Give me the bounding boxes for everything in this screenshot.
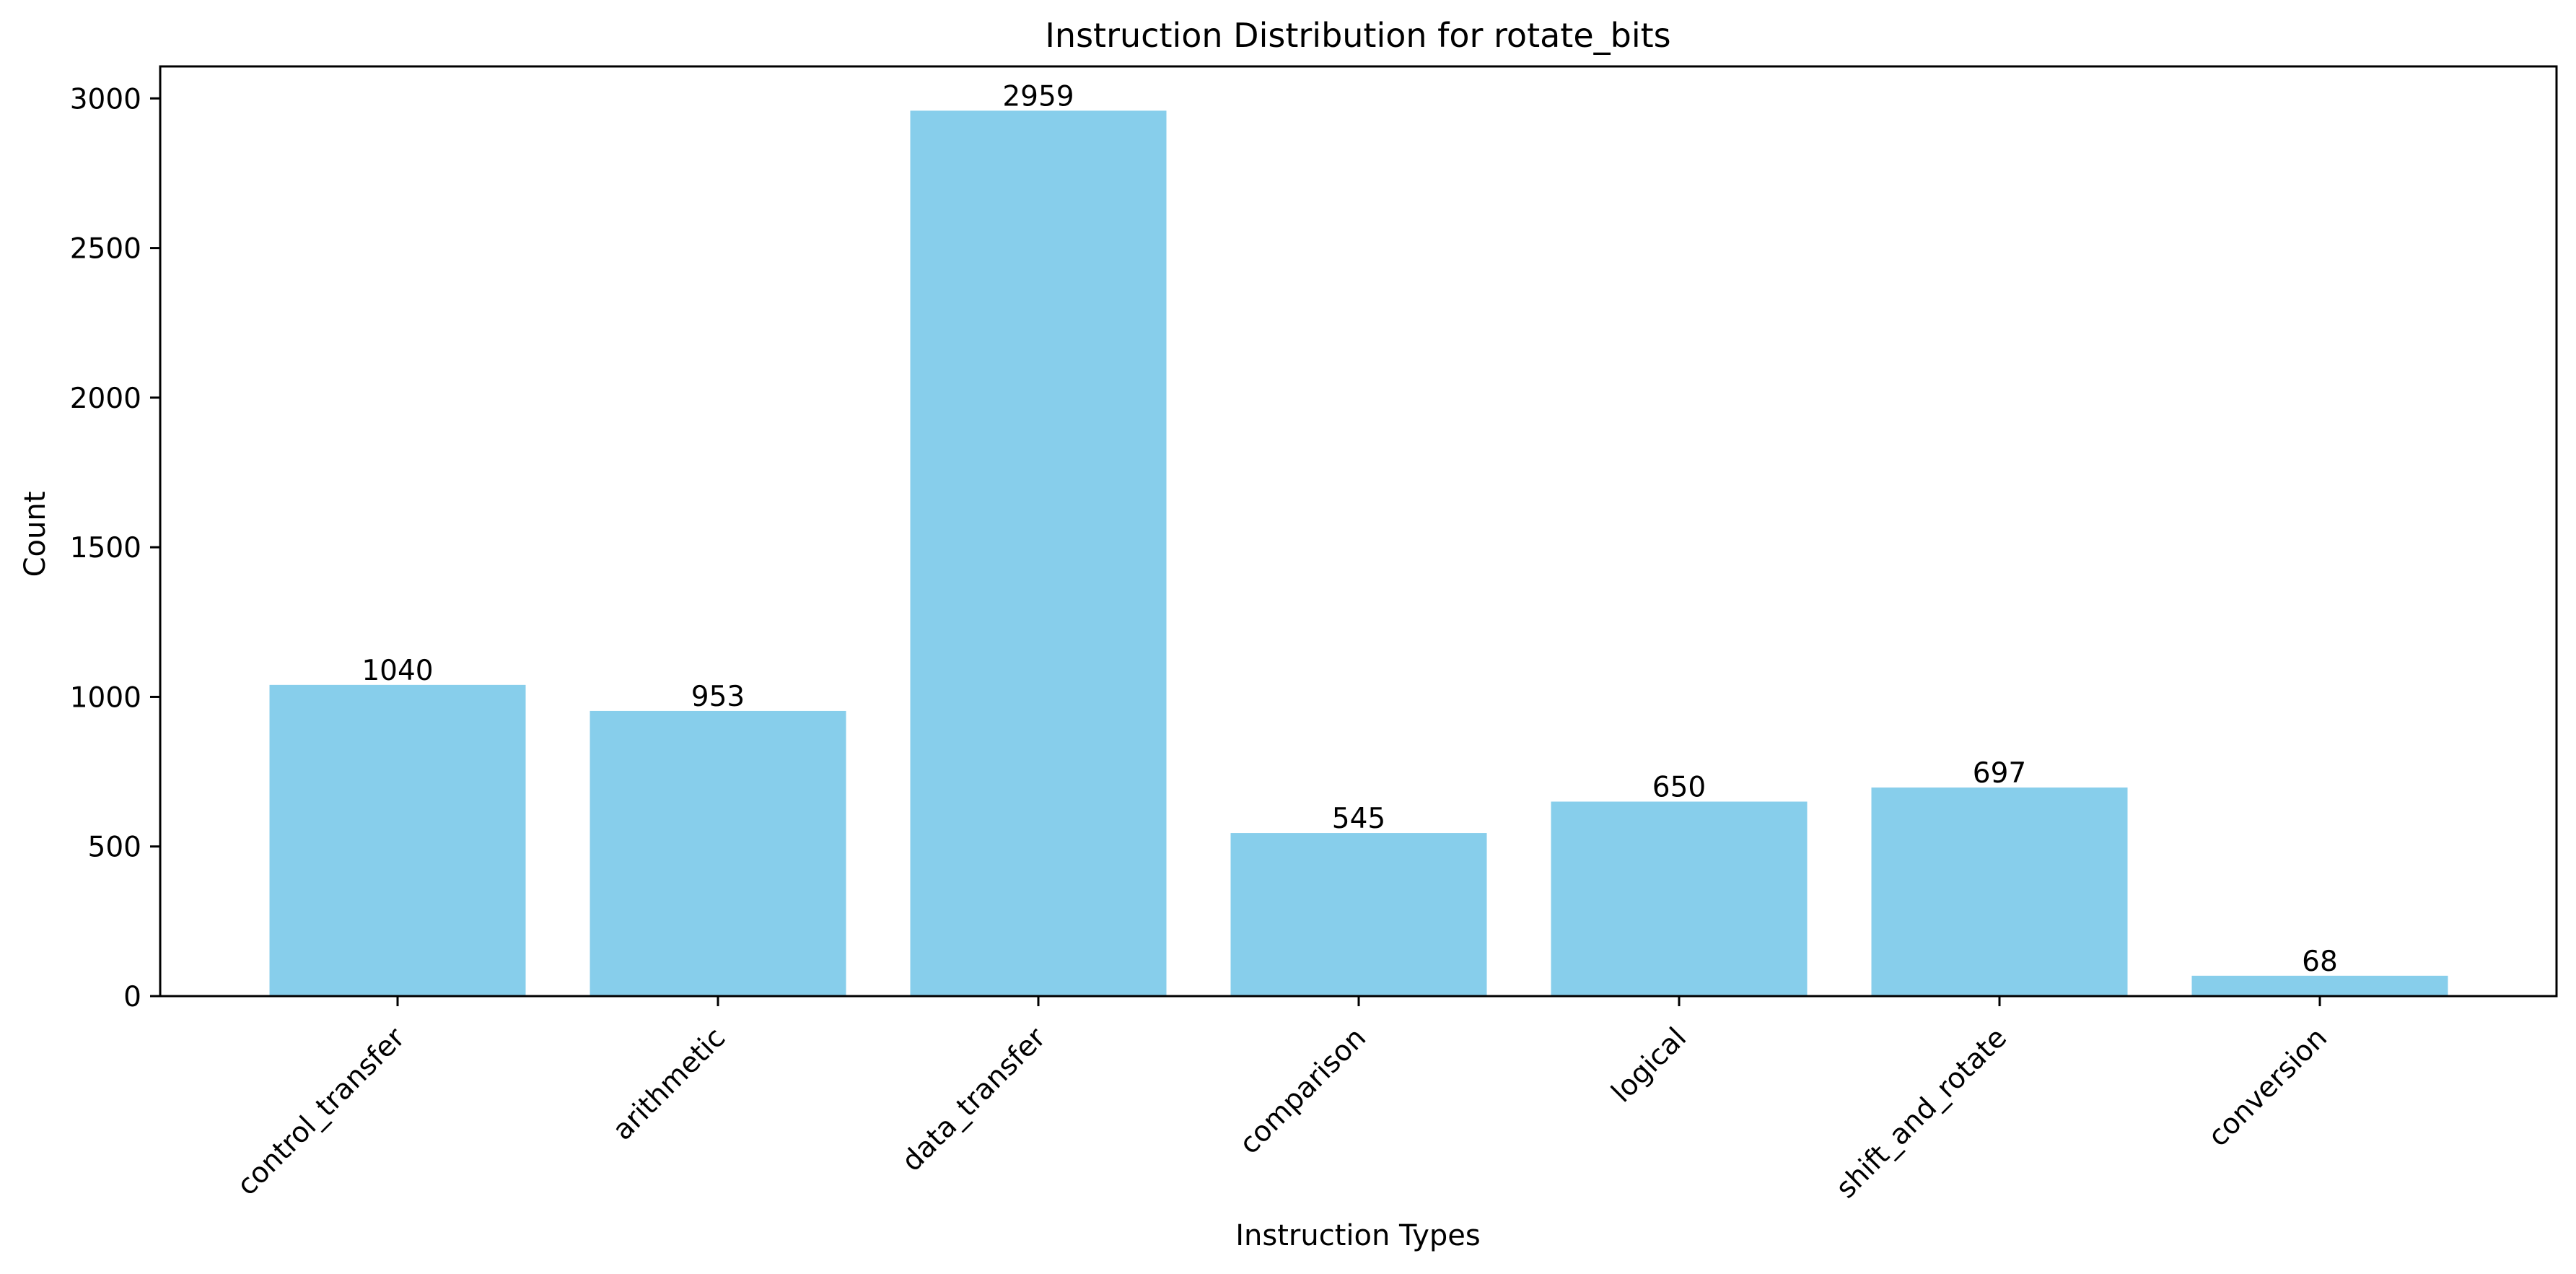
y-tick-label: 3000 (70, 83, 141, 115)
y-tick-label: 2000 (70, 383, 141, 415)
y-tick-label: 0 (123, 981, 141, 1013)
bars-layer (269, 110, 2448, 996)
value-label-comparison: 545 (1332, 803, 1385, 835)
value-label-data_transfer: 2959 (1002, 80, 1074, 113)
bar-shift_and_rotate (1871, 787, 2128, 996)
y-axis: 0 500 1000 1500 2000 2500 3000 (70, 83, 160, 1013)
bar-data_transfer (910, 110, 1167, 996)
bar-conversion (2191, 975, 2448, 996)
bar-comparison (1230, 833, 1487, 996)
y-tick-label: 500 (88, 832, 141, 864)
chart-title: Instruction Distribution for rotate_bits (1045, 16, 1670, 55)
value-label-conversion: 68 (2302, 946, 2338, 978)
value-label-control_transfer: 1040 (362, 655, 433, 687)
y-tick-label: 2500 (70, 233, 141, 266)
y-axis-title: Count (19, 492, 52, 577)
bar-arithmetic (590, 710, 846, 996)
x-axis-title: Instruction Types (1235, 1219, 1481, 1252)
y-tick-label: 1000 (70, 681, 141, 714)
y-tick-label: 1500 (70, 532, 141, 564)
value-label-arithmetic: 953 (691, 681, 745, 713)
value-label-logical: 650 (1652, 772, 1706, 804)
plot-frame (159, 65, 2558, 998)
value-labels-layer: 1040 953 2959 545 650 697 68 (362, 80, 2337, 977)
bar-logical (1551, 801, 1808, 996)
bar-control_transfer (269, 684, 526, 996)
value-label-shift_and_rotate: 697 (1973, 757, 2026, 790)
